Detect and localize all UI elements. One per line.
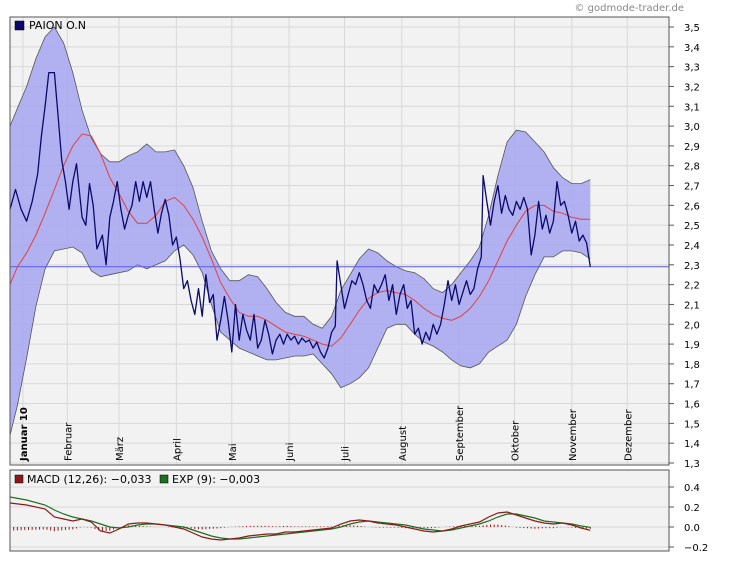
price-y-tick-label: 1,4: [684, 439, 700, 450]
macd-y-tick-label: 0.0: [684, 523, 700, 534]
price-x-tick-label: November: [568, 408, 579, 461]
price-x-tick-label: Juni: [285, 443, 296, 462]
price-y-tick-label: 2,4: [684, 241, 700, 252]
price-y-tick-label: 3,3: [684, 63, 700, 74]
legend-swatch-price: [14, 20, 25, 31]
price-x-tick-label: Februar: [63, 422, 74, 461]
price-x-tick-label: Juli: [341, 446, 352, 462]
price-y-tick-label: 2,0: [684, 320, 700, 331]
price-y-tick-label: 2,1: [684, 300, 700, 311]
price-y-tick-label: 1,5: [684, 419, 700, 430]
price-y-tick-label: 1,3: [684, 459, 700, 470]
macd-y-tick-label: 0.4: [684, 483, 700, 494]
price-x-tick-label: April: [172, 438, 183, 461]
price-y-tick-label: 2,7: [684, 182, 700, 193]
copyright-text: © godmode-trader.de: [575, 3, 685, 14]
bollinger-lower-line: [9, 244, 591, 436]
macd-y-axis: 0.4 0.2 0.0 −0.2: [669, 483, 708, 554]
macd-panel: 0.4 0.2 0.0 −0.2 MACD (12,26): −0,033 EXP (…: [9, 469, 708, 554]
price-y-tick-label: 2,3: [684, 261, 700, 272]
price-x-tick-label: Oktober: [511, 420, 522, 461]
price-panel-border: [9, 16, 670, 466]
price-x-tick-label: Mai: [228, 443, 239, 461]
price-x-tick-label: September: [455, 405, 466, 461]
price-y-tick-label: 1,6: [684, 400, 700, 411]
price-panel: 1,3 1,4 1,5 1,6 1,7 1,8 1,9 2,0 2,1 2,2 2,3 2,4 2,5 2…: [9, 16, 700, 470]
price-y-tick-label: 2,9: [684, 142, 700, 153]
price-y-tick-label: 3,4: [684, 43, 700, 54]
bollinger-upper-line: [9, 26, 591, 329]
price-x-tick-label: Dezember: [623, 409, 634, 461]
price-y-tick-label: 3,1: [684, 102, 700, 113]
instrument-title: PAION O.N: [29, 19, 86, 32]
price-gridlines: [10, 17, 669, 465]
price-y-tick-label: 1,7: [684, 380, 700, 391]
macd-y-tick-label: 0.2: [684, 503, 700, 514]
price-y-tick-label: 1,8: [684, 360, 700, 371]
price-x-tick-label: März: [115, 437, 126, 461]
price-y-tick-label: 2,8: [684, 162, 700, 173]
price-y-tick-label: 3,0: [684, 122, 700, 133]
legend-macd: MACD (12,26): −0,033: [27, 473, 151, 486]
price-y-tick-label: 1,9: [684, 340, 700, 351]
price-y-tick-label: 2,6: [684, 201, 700, 212]
price-y-tick-label: 3,2: [684, 82, 700, 93]
price-y-tick-label: 3,5: [684, 23, 700, 34]
macd-panel-background: [10, 470, 669, 551]
bollinger-band-area: [10, 27, 591, 436]
legend-exp: EXP (9): −0,003: [172, 473, 260, 486]
legend-swatch-exp: [159, 474, 169, 484]
price-x-axis: Januar 10 Februar März April Mai Juni Juli Augu…: [19, 405, 634, 462]
macd-y-tick-label: −0.2: [684, 543, 708, 554]
price-line: [9, 71, 591, 359]
price-x-tick-label: Januar 10: [19, 407, 30, 462]
price-y-tick-label: 2,2: [684, 281, 700, 292]
legend-swatch-macd: [14, 474, 24, 484]
price-x-tick-label: August: [398, 426, 409, 461]
macd-panel-border: [9, 469, 670, 552]
sma-line: [9, 133, 591, 347]
price-y-tick-label: 2,5: [684, 221, 700, 232]
price-y-axis: 1,3 1,4 1,5 1,6 1,7 1,8 1,9 2,0 2,1 2,2 2,3 2,4 2,5 2…: [669, 23, 700, 470]
macd-line: [9, 502, 591, 541]
